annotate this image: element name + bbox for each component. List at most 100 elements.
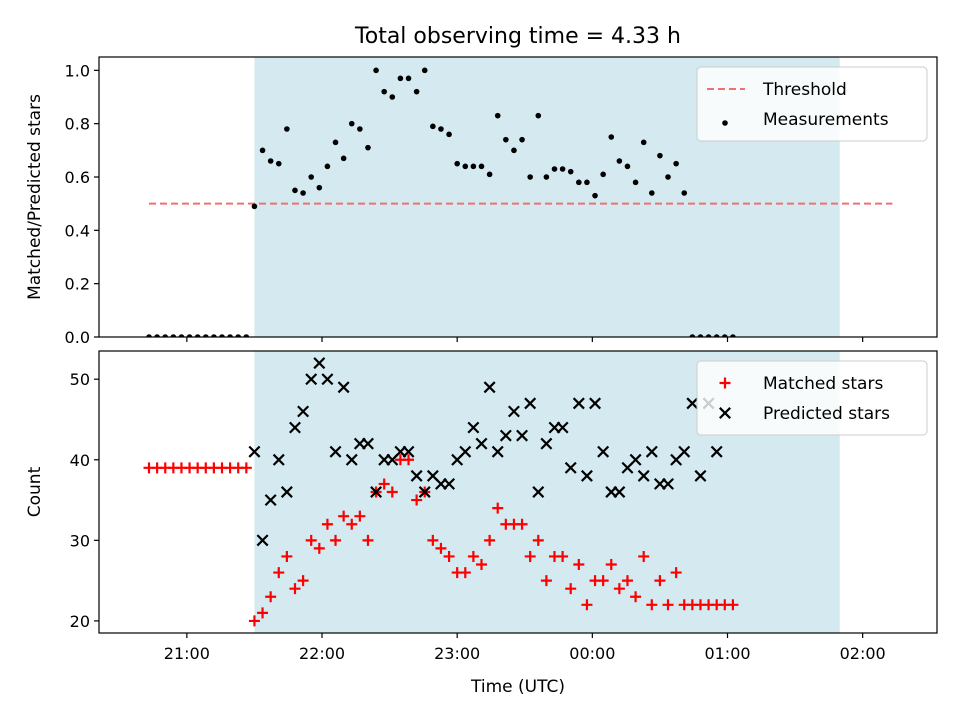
data-point [605, 559, 617, 571]
legend: Matched stars Predicted stars [696, 360, 928, 436]
data-point [557, 550, 569, 562]
data-point [491, 445, 504, 458]
y-tick-label: 30 [70, 531, 90, 550]
y-axis-label: Matched/Predicted stars [25, 94, 45, 300]
data-point [337, 381, 350, 394]
y-tick-label: 0.2 [65, 275, 90, 294]
data-point [438, 126, 444, 132]
data-point [410, 469, 423, 482]
data-point [511, 147, 517, 154]
data-point [730, 334, 736, 337]
data-point [443, 477, 456, 490]
x-tick-label: 01:00 [704, 644, 750, 663]
data-point [524, 550, 536, 562]
data-point [592, 192, 598, 199]
data-point [608, 134, 615, 140]
data-point [186, 334, 193, 337]
data-point [681, 190, 688, 196]
data-point [300, 190, 306, 196]
count-panel: 20 30 40 50 21:00 22:00 23:00 00:00 01:00 02:00 Co… [25, 350, 938, 663]
data-point [527, 174, 533, 180]
data-point [361, 437, 374, 450]
data-point [637, 469, 650, 482]
data-point [202, 334, 209, 337]
series-matched-stars [143, 454, 739, 627]
y-tick-label: 0.4 [65, 221, 90, 240]
data-point [638, 550, 650, 562]
data-point [381, 88, 387, 95]
x-tick-label: 22:00 [299, 644, 345, 663]
data-point [629, 453, 642, 466]
data-point [462, 163, 469, 170]
data-point [470, 163, 477, 170]
legend-marker [719, 377, 731, 389]
data-point [243, 334, 250, 337]
data-point [670, 567, 682, 579]
y-tick-label: 0.6 [65, 168, 90, 187]
data-point [476, 559, 488, 571]
data-point [386, 486, 398, 498]
data-point [272, 453, 285, 466]
data-point [516, 518, 528, 530]
data-point [248, 445, 261, 458]
data-point [483, 381, 496, 394]
data-marks [143, 357, 739, 627]
legend-marker [722, 120, 728, 126]
x-tick-label: 23:00 [434, 644, 480, 663]
data-point [727, 599, 739, 611]
data-point [403, 454, 415, 466]
y-tick-label: 0.8 [65, 115, 90, 134]
data-point [478, 163, 485, 170]
data-point [540, 437, 553, 450]
legend-marker [719, 407, 731, 419]
legend-label: Predicted stars [763, 404, 890, 424]
data-point [170, 334, 177, 337]
data-point [248, 615, 260, 627]
data-point [616, 158, 623, 164]
data-point [435, 542, 447, 554]
data-point [340, 155, 347, 162]
data-point [535, 112, 542, 119]
legend-label: Measurements [763, 110, 889, 130]
x-axis-label: Time (UTC) [470, 677, 565, 697]
data-point [713, 334, 720, 337]
data-point [348, 120, 355, 127]
data-point [362, 534, 374, 546]
data-point [178, 334, 185, 337]
data-point [443, 550, 455, 562]
data-point [413, 88, 420, 95]
x-tick-label: 21:00 [164, 644, 210, 663]
y-tick-label: 50 [70, 370, 90, 389]
data-point [292, 187, 298, 194]
data-point [405, 75, 412, 82]
data-point [689, 334, 696, 337]
data-point [584, 179, 590, 186]
data-point [507, 405, 520, 418]
legend: Threshold Measurements [696, 66, 928, 142]
data-point [673, 160, 679, 167]
data-point [694, 469, 707, 482]
data-point [484, 534, 496, 546]
data-point [418, 486, 431, 498]
data-point [646, 599, 658, 611]
data-point [564, 461, 577, 474]
data-point [565, 583, 577, 595]
data-point [551, 166, 558, 172]
data-point [665, 174, 671, 180]
data-point [313, 542, 325, 554]
data-point [345, 453, 358, 466]
data-point [194, 334, 201, 337]
data-point [613, 583, 625, 595]
data-point [354, 510, 366, 522]
data-point [621, 575, 633, 587]
data-point [697, 334, 704, 337]
data-point [475, 437, 488, 450]
data-point [459, 445, 472, 458]
data-point [297, 405, 310, 418]
data-point [624, 163, 631, 170]
data-point [346, 518, 358, 530]
data-point [494, 112, 501, 119]
data-point [257, 607, 269, 619]
y-axis-label: Count [25, 466, 45, 517]
